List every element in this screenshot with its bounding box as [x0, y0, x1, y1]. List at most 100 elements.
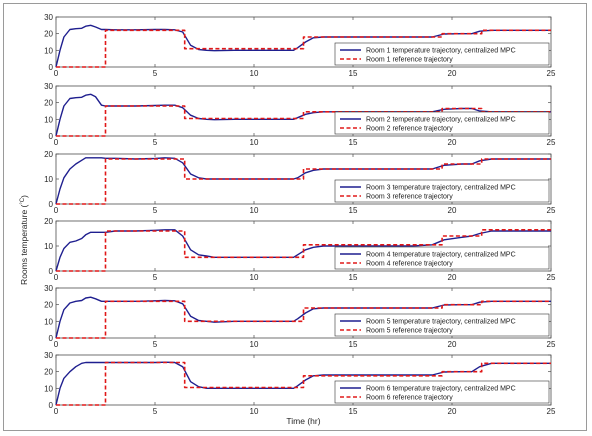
reference-trajectory-line — [56, 300, 551, 339]
legend: Room 6 temperature trajectory, centraliz… — [334, 380, 550, 404]
x-tick-label: 25 — [547, 138, 556, 147]
reference-trajectory-line — [56, 29, 551, 68]
legend-label: Room 2 reference trajectory — [366, 126, 453, 133]
x-tick-label: 10 — [250, 206, 259, 215]
legend-label: Room 1 temperature trajectory, centraliz… — [366, 48, 516, 55]
legend-box — [334, 179, 550, 203]
x-tick-label: 10 — [250, 340, 259, 349]
x-tick-label: 20 — [448, 69, 457, 78]
legend-label: Room 5 reference trajectory — [366, 328, 453, 335]
legend-label: Room 4 temperature trajectory, centraliz… — [366, 252, 516, 259]
y-tick-label: 0 — [49, 200, 54, 209]
x-tick-label: 20 — [448, 138, 457, 147]
legend-label: Room 6 reference trajectory — [366, 395, 453, 402]
legend-label: Room 4 reference trajectory — [366, 261, 453, 268]
x-tick-label: 20 — [448, 273, 457, 282]
shared-y-axis-label: Rooms temperature (°C) — [19, 195, 29, 285]
legend-label: Room 3 reference trajectory — [366, 194, 453, 201]
y-tick-label: 20 — [44, 301, 53, 310]
x-tick-label: 0 — [54, 407, 59, 416]
legend-label: Room 5 temperature trajectory, centraliz… — [366, 319, 516, 326]
temperature-trajectory-line — [55, 24, 551, 68]
panel-room-2: 0 5 10 15 20 25 0 10 20 30 Room 2 temperature traj… — [44, 82, 556, 147]
panel-room-5: 0 5 10 15 20 25 0 10 20 30 Room 5 temperature traj… — [44, 284, 556, 349]
x-tick-label: 10 — [250, 407, 259, 416]
x-tick-label: 0 — [54, 206, 59, 215]
legend: Room 2 temperature trajectory, centraliz… — [334, 111, 550, 135]
reference-trajectory-line — [56, 158, 551, 205]
y-tick-label: 30 — [44, 284, 53, 293]
temperature-trajectory-line — [55, 93, 551, 137]
y-axis-label-text: Rooms temperature ( — [19, 204, 29, 284]
panel-room-1: 0 5 10 15 20 25 0 10 20 30 Room 1 temperature traj… — [44, 13, 556, 78]
x-tick-label: 5 — [153, 273, 158, 282]
legend-label: Room 6 temperature trajectory, centraliz… — [366, 386, 516, 393]
y-tick-label: 20 — [44, 99, 53, 108]
y-tick-label: 10 — [44, 175, 53, 184]
x-tick-label: 10 — [250, 138, 259, 147]
x-tick-label: 20 — [448, 206, 457, 215]
x-tick-label: 10 — [250, 69, 259, 78]
x-axis-label: Time (hr) — [286, 416, 320, 426]
legend-box — [334, 246, 550, 270]
legend-label: Room 2 temperature trajectory, centraliz… — [366, 117, 516, 124]
x-tick-label: 0 — [54, 273, 59, 282]
y-axis-label-close: ) — [19, 195, 29, 198]
chart-panels: 0 5 10 15 20 25 0 10 20 30 Room 1 temperature traj… — [44, 13, 556, 426]
legend-box — [334, 111, 550, 135]
y-tick-label: 0 — [49, 401, 54, 410]
x-tick-label: 25 — [547, 340, 556, 349]
y-tick-label: 20 — [44, 368, 53, 377]
y-tick-label: 10 — [44, 115, 53, 124]
legend: Room 5 temperature trajectory, centraliz… — [334, 313, 550, 337]
y-tick-label: 20 — [44, 30, 53, 39]
legend-label: Room 3 temperature trajectory, centraliz… — [366, 185, 516, 192]
x-tick-label: 10 — [250, 273, 259, 282]
reference-trajectory-line — [56, 229, 551, 272]
legend-box — [334, 313, 550, 337]
x-tick-label: 15 — [349, 206, 358, 215]
x-tick-label: 5 — [153, 340, 158, 349]
x-tick-label: 25 — [547, 273, 556, 282]
y-tick-label: 10 — [44, 317, 53, 326]
x-tick-label: 20 — [448, 407, 457, 416]
legend-box — [334, 380, 550, 404]
y-tick-label: 10 — [44, 46, 53, 55]
x-tick-label: 15 — [349, 407, 358, 416]
x-tick-label: 25 — [547, 206, 556, 215]
y-axis-label-unit: °C — [20, 197, 26, 204]
x-tick-label: 25 — [547, 69, 556, 78]
legend: Room 3 temperature trajectory, centraliz… — [334, 179, 550, 203]
x-tick-label: 15 — [349, 340, 358, 349]
legend: Room 4 temperature trajectory, centraliz… — [334, 246, 550, 270]
x-tick-label: 20 — [448, 340, 457, 349]
legend-box — [334, 42, 550, 66]
x-tick-label: 5 — [153, 206, 158, 215]
legend-label: Room 1 reference trajectory — [366, 57, 453, 64]
y-tick-label: 20 — [44, 217, 53, 226]
x-tick-label: 15 — [349, 138, 358, 147]
reference-trajectory-line — [56, 105, 551, 137]
temperature-trajectory-line — [55, 229, 551, 272]
x-tick-label: 25 — [547, 407, 556, 416]
x-tick-label: 0 — [54, 69, 59, 78]
y-tick-label: 30 — [44, 82, 53, 91]
temperature-trajectory-line — [55, 157, 551, 205]
y-tick-label: 0 — [49, 267, 54, 276]
y-tick-label: 10 — [44, 384, 53, 393]
y-tick-label: 30 — [44, 13, 53, 22]
x-tick-label: 15 — [349, 273, 358, 282]
x-tick-label: 5 — [153, 138, 158, 147]
panel-room-4: 0 5 10 15 20 25 0 10 20 Room 4 temperature trajec… — [44, 217, 556, 282]
y-tick-label: 0 — [49, 334, 54, 343]
x-tick-label: 0 — [54, 138, 59, 147]
panel-room-6: 0 5 10 15 20 25 0 10 20 30 Room 6 temperature traj… — [44, 351, 556, 426]
y-tick-label: 10 — [44, 242, 53, 251]
y-tick-label: 0 — [49, 132, 54, 141]
x-tick-label: 5 — [153, 69, 158, 78]
x-tick-label: 5 — [153, 407, 158, 416]
y-tick-label: 0 — [49, 63, 54, 72]
y-tick-label: 30 — [44, 351, 53, 360]
legend: Room 1 temperature trajectory, centraliz… — [334, 42, 550, 66]
